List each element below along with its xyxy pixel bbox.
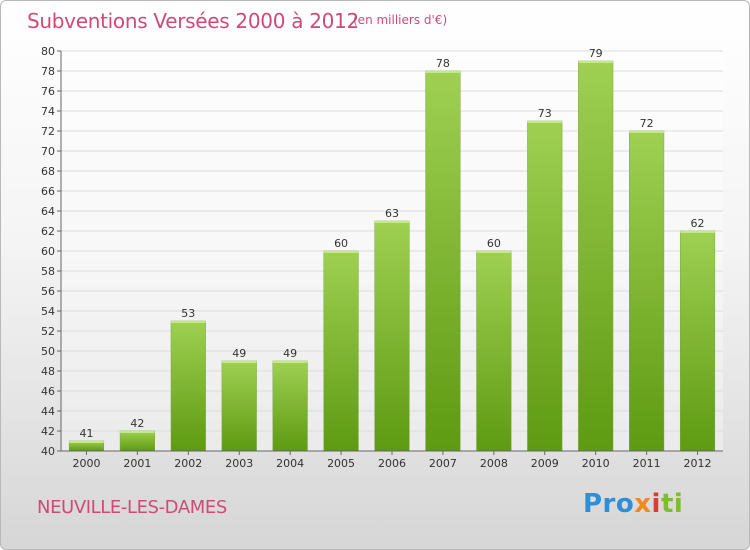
x-tick-label: 2004 bbox=[276, 457, 304, 470]
bar-highlight bbox=[221, 361, 257, 363]
value-label: 41 bbox=[79, 427, 93, 440]
proxiti-logo: Proxiti bbox=[583, 489, 683, 519]
value-label: 60 bbox=[487, 237, 501, 250]
bar bbox=[527, 120, 563, 452]
bar-highlight bbox=[272, 361, 308, 363]
x-tick-label: 2002 bbox=[174, 457, 202, 470]
value-label: 60 bbox=[334, 237, 348, 250]
bar bbox=[425, 70, 461, 452]
y-tick-label: 56 bbox=[41, 285, 55, 298]
bar bbox=[374, 220, 410, 452]
y-tick-label: 76 bbox=[41, 85, 55, 98]
logo-part: ti bbox=[660, 489, 684, 519]
bar-highlight bbox=[629, 131, 664, 133]
y-tick-label: 48 bbox=[41, 365, 55, 378]
y-tick-label: 72 bbox=[41, 125, 55, 138]
value-label: 73 bbox=[538, 107, 552, 120]
bar bbox=[170, 320, 206, 452]
x-tick-label: 2007 bbox=[429, 457, 457, 470]
bar bbox=[679, 230, 716, 452]
chart-title: Subventions Versées 2000 à 2012 bbox=[27, 9, 359, 33]
bar-highlight bbox=[425, 71, 461, 73]
x-tick-label: 2000 bbox=[72, 457, 100, 470]
y-tick-label: 78 bbox=[41, 65, 55, 78]
y-tick-label: 64 bbox=[41, 205, 55, 218]
x-tick-label: 2008 bbox=[480, 457, 508, 470]
bar-highlight bbox=[120, 431, 155, 433]
value-label: 72 bbox=[640, 117, 654, 130]
labels: 40 42 44 46 48 50 52 54 56 58 60 62 64 66 68 70 72 74 76 78… bbox=[41, 45, 712, 470]
y-tick-label: 68 bbox=[41, 165, 55, 178]
y-tick-label: 70 bbox=[41, 145, 55, 158]
bar bbox=[119, 430, 155, 452]
axes bbox=[57, 50, 723, 455]
y-tick-label: 74 bbox=[41, 105, 55, 118]
bar-highlight bbox=[69, 441, 104, 443]
x-tick-label: 2012 bbox=[684, 457, 712, 470]
x-tick-label: 2011 bbox=[633, 457, 661, 470]
x-tick-label: 2003 bbox=[225, 457, 253, 470]
chart-subtitle: (en milliers d'€) bbox=[353, 13, 448, 27]
bar bbox=[476, 250, 512, 452]
value-label: 42 bbox=[130, 417, 144, 430]
y-tick-label: 62 bbox=[41, 225, 55, 238]
value-label: 62 bbox=[691, 217, 705, 230]
value-label: 78 bbox=[436, 57, 450, 70]
value-label: 49 bbox=[232, 347, 246, 360]
commune-name: NEUVILLE-LES-DAMES bbox=[37, 497, 227, 518]
value-label: 53 bbox=[181, 307, 195, 320]
bars bbox=[68, 60, 716, 452]
value-label: 79 bbox=[589, 47, 603, 60]
logo-part: x bbox=[634, 489, 652, 519]
y-tick-label: 40 bbox=[41, 445, 55, 458]
bar bbox=[578, 60, 614, 452]
value-label: 49 bbox=[283, 347, 297, 360]
y-tick-label: 50 bbox=[41, 345, 55, 358]
y-tick-label: 52 bbox=[41, 325, 55, 338]
bar-highlight bbox=[374, 221, 410, 223]
bar-highlight bbox=[527, 121, 563, 123]
y-tick-label: 54 bbox=[41, 305, 55, 318]
x-tick-label: 2005 bbox=[327, 457, 355, 470]
x-tick-label: 2001 bbox=[123, 457, 151, 470]
y-tick-label: 58 bbox=[41, 265, 55, 278]
y-tick-label: 60 bbox=[41, 245, 55, 258]
bar bbox=[221, 360, 257, 452]
logo-part: Pro bbox=[583, 489, 635, 519]
bar bbox=[272, 360, 308, 452]
x-tick-label: 2006 bbox=[378, 457, 406, 470]
bar-highlight bbox=[476, 251, 512, 253]
bar-highlight bbox=[680, 231, 715, 233]
bar-highlight bbox=[170, 321, 206, 323]
x-tick-label: 2009 bbox=[531, 457, 559, 470]
value-label: 63 bbox=[385, 207, 399, 220]
bar-highlight bbox=[323, 251, 359, 253]
y-tick-label: 44 bbox=[41, 405, 55, 418]
y-tick-label: 46 bbox=[41, 385, 55, 398]
y-tick-label: 80 bbox=[41, 45, 55, 58]
logo-part: i bbox=[651, 489, 661, 519]
bar-highlight bbox=[578, 61, 614, 63]
x-tick-label: 2010 bbox=[582, 457, 610, 470]
bar bbox=[629, 130, 665, 452]
y-tick-label: 66 bbox=[41, 185, 55, 198]
y-tick-label: 42 bbox=[41, 425, 55, 438]
bar bbox=[323, 250, 359, 452]
